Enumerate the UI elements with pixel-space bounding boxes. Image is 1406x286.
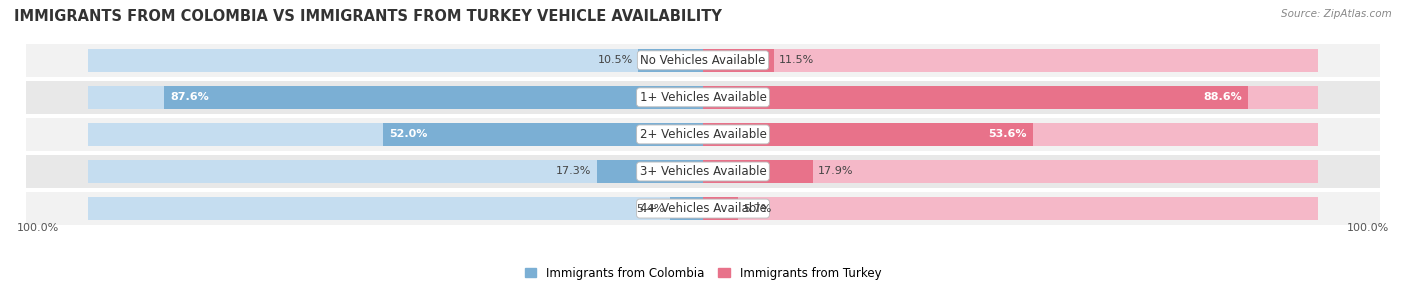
Bar [87, 160, 703, 183]
Bar [703, 49, 773, 72]
Bar [596, 160, 703, 183]
Text: 3+ Vehicles Available: 3+ Vehicles Available [640, 165, 766, 178]
Bar [87, 86, 703, 109]
Bar [87, 49, 703, 72]
Bar [165, 86, 703, 109]
Text: No Vehicles Available: No Vehicles Available [640, 54, 766, 67]
Text: 17.9%: 17.9% [818, 166, 853, 176]
Bar [703, 197, 738, 220]
Text: 11.5%: 11.5% [779, 55, 814, 65]
Bar [703, 160, 813, 183]
Text: 100.0%: 100.0% [17, 223, 59, 233]
Bar [703, 86, 1249, 109]
Text: 5.4%: 5.4% [637, 204, 665, 214]
Bar [703, 49, 1319, 72]
Bar [87, 197, 703, 220]
Text: 88.6%: 88.6% [1204, 92, 1241, 102]
Text: 52.0%: 52.0% [389, 130, 427, 139]
Text: 1+ Vehicles Available: 1+ Vehicles Available [640, 91, 766, 104]
Bar [27, 192, 1379, 225]
Bar [703, 197, 1319, 220]
Text: 2+ Vehicles Available: 2+ Vehicles Available [640, 128, 766, 141]
Bar [27, 81, 1379, 114]
Text: 53.6%: 53.6% [988, 130, 1026, 139]
Text: 5.7%: 5.7% [742, 204, 772, 214]
Text: 4+ Vehicles Available: 4+ Vehicles Available [640, 202, 766, 215]
Bar [27, 44, 1379, 77]
Bar [703, 123, 1032, 146]
Bar [27, 155, 1379, 188]
Bar [703, 160, 1319, 183]
Legend: Immigrants from Colombia, Immigrants from Turkey: Immigrants from Colombia, Immigrants fro… [520, 262, 886, 285]
Text: 10.5%: 10.5% [598, 55, 634, 65]
Bar [382, 123, 703, 146]
Text: IMMIGRANTS FROM COLOMBIA VS IMMIGRANTS FROM TURKEY VEHICLE AVAILABILITY: IMMIGRANTS FROM COLOMBIA VS IMMIGRANTS F… [14, 9, 721, 23]
Text: 100.0%: 100.0% [1347, 223, 1389, 233]
Bar [669, 197, 703, 220]
Text: Source: ZipAtlas.com: Source: ZipAtlas.com [1281, 9, 1392, 19]
Bar [638, 49, 703, 72]
Bar [27, 118, 1379, 151]
Bar [87, 123, 703, 146]
Bar [703, 86, 1319, 109]
Text: 17.3%: 17.3% [557, 166, 592, 176]
Bar [703, 123, 1319, 146]
Text: 87.6%: 87.6% [170, 92, 209, 102]
